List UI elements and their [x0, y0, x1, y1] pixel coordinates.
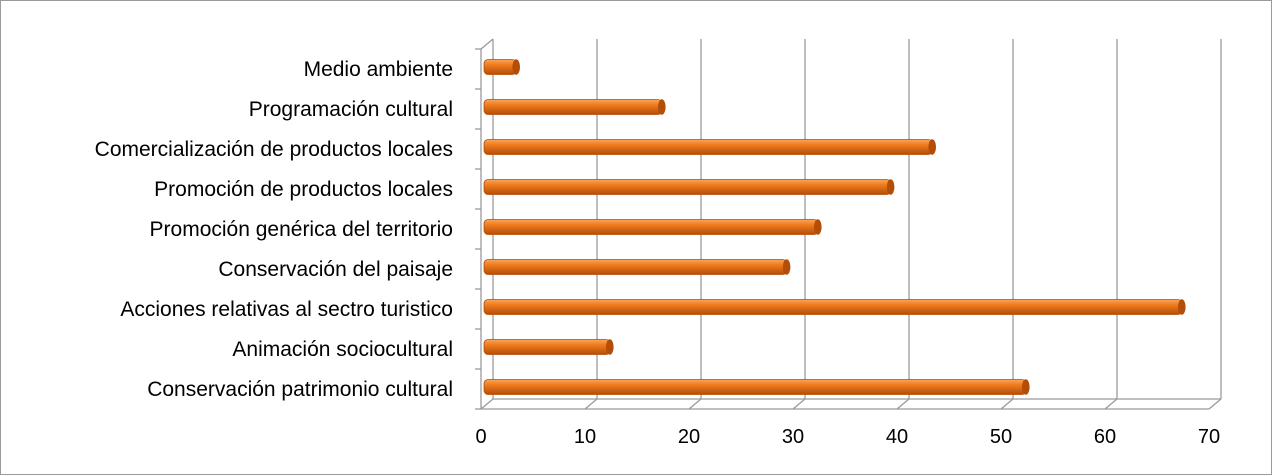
bar: [483, 339, 614, 355]
bar-end-cap: [928, 139, 937, 155]
bar-body: [483, 299, 1183, 315]
category-label: Conservación del paisaje: [218, 258, 453, 281]
bar-body: [483, 99, 663, 115]
floor-gridline: [1000, 398, 1014, 410]
bar-end-cap: [512, 59, 521, 75]
bar: [483, 379, 1030, 395]
bar-end-cap: [782, 259, 791, 275]
x-tick-label: 0: [475, 426, 486, 448]
category-label: Promoción de productos locales: [154, 178, 453, 201]
floor-gridline: [480, 398, 494, 410]
category-label: Acciones relativas al sectro turistico: [120, 298, 453, 321]
tick-labels: 0 10 20 30 40 50 60 70: [475, 426, 1220, 448]
bar: [483, 179, 895, 195]
y-axis-top-edge: [480, 38, 494, 50]
bar: [483, 139, 937, 155]
category-label: Medio ambiente: [304, 58, 453, 81]
category-label: Programación cultural: [249, 98, 453, 121]
bar-end-cap: [605, 339, 614, 355]
category-labels: Conservación patrimonio cultural Animació…: [95, 58, 453, 401]
x-tick-label: 10: [574, 426, 596, 448]
bar: [483, 259, 791, 275]
floor-gridline: [1208, 398, 1222, 410]
category-label: Promoción genérica del territorio: [150, 218, 453, 241]
bar: [483, 219, 822, 235]
x-tick-label: 70: [1198, 426, 1220, 448]
bar-body: [483, 379, 1027, 395]
floor-gridline: [896, 398, 910, 410]
floor-gridline: [688, 398, 702, 410]
axes: [475, 38, 1221, 410]
bar: [483, 99, 666, 115]
bar-end-cap: [813, 219, 822, 235]
x-tick-label: 60: [1094, 426, 1116, 448]
category-label: Comercialización de productos locales: [95, 138, 453, 161]
bar-body: [483, 59, 517, 75]
bar-body: [483, 219, 819, 235]
grid-lines: [480, 39, 1222, 410]
x-tick-label: 20: [678, 426, 700, 448]
bar: [483, 59, 521, 75]
bar: [483, 299, 1186, 315]
x-tick-label: 50: [990, 426, 1012, 448]
x-tick-label: 30: [782, 426, 804, 448]
bar-body: [483, 259, 788, 275]
floor-gridline: [792, 398, 806, 410]
category-label: Conservación patrimonio cultural: [147, 378, 453, 401]
bar-end-cap: [657, 99, 666, 115]
floor-gridline: [1104, 398, 1118, 410]
bar-end-cap: [1022, 379, 1030, 395]
category-label: Animación sociocultural: [232, 338, 453, 361]
bar-body: [483, 179, 892, 195]
bar-end-cap: [886, 179, 895, 195]
x-tick-label: 40: [886, 426, 908, 448]
bar-body: [483, 139, 933, 155]
bar-end-cap: [1178, 299, 1186, 315]
bar-body: [483, 339, 611, 355]
floor-gridline: [584, 398, 598, 410]
bars: [483, 59, 1186, 395]
